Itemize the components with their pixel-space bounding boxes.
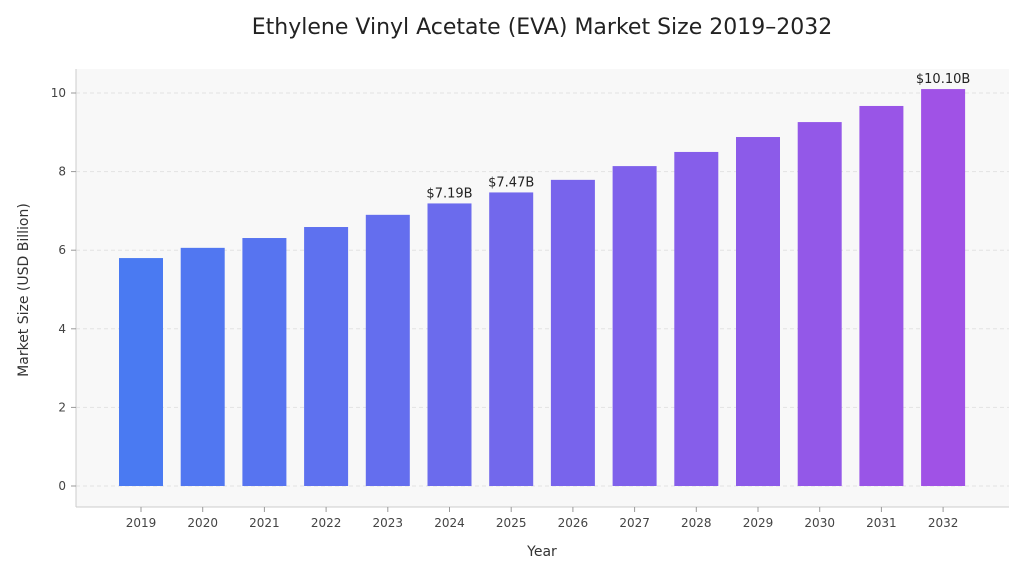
x-tick-label: 2032 xyxy=(928,516,959,530)
y-tick-label: 0 xyxy=(58,479,66,493)
x-tick-label: 2029 xyxy=(743,516,774,530)
x-tick-label: 2019 xyxy=(126,516,157,530)
data-label-2024: $7.19B xyxy=(426,186,472,201)
bar-2029 xyxy=(736,137,780,487)
plot-area xyxy=(76,69,1009,507)
y-tick-label: 4 xyxy=(58,322,66,336)
x-tick-label: 2027 xyxy=(619,516,650,530)
x-tick-label: 2030 xyxy=(804,516,835,530)
x-axis-label: Year xyxy=(526,544,557,560)
data-label-2025: $7.47B xyxy=(488,175,534,190)
y-tick-label: 6 xyxy=(58,243,66,257)
data-label-2032: $10.10B xyxy=(916,72,970,87)
bar-2023 xyxy=(365,214,410,486)
x-tick-label: 2031 xyxy=(866,516,897,530)
bar-2019 xyxy=(119,258,163,486)
bar-2022 xyxy=(304,227,349,486)
bar-2028 xyxy=(674,151,719,486)
x-tick-label: 2026 xyxy=(558,516,589,530)
x-tick-label: 2028 xyxy=(681,516,712,530)
bar-2021 xyxy=(242,238,287,486)
y-tick-label: 10 xyxy=(51,86,66,100)
x-tick-label: 2025 xyxy=(496,516,527,530)
bar-2020 xyxy=(180,247,225,486)
x-tick-label: 2024 xyxy=(434,516,465,530)
bar-2024 xyxy=(427,203,472,487)
bar-2032 xyxy=(921,89,966,486)
y-tick-label: 2 xyxy=(58,400,66,414)
chart-title: Ethylene Vinyl Acetate (EVA) Market Size… xyxy=(252,15,832,40)
x-tick-label: 2020 xyxy=(187,516,218,530)
bar-2027 xyxy=(612,166,657,486)
x-tick-label: 2022 xyxy=(311,516,342,530)
bar-2030 xyxy=(797,122,842,486)
bar-2025 xyxy=(489,192,534,486)
y-axis-label: Market Size (USD Billion) xyxy=(16,203,32,377)
y-tick-label: 8 xyxy=(58,165,66,179)
x-tick-label: 2021 xyxy=(249,516,280,530)
bar-2026 xyxy=(550,179,595,486)
x-tick-label: 2023 xyxy=(373,516,404,530)
bar-2031 xyxy=(859,105,904,487)
